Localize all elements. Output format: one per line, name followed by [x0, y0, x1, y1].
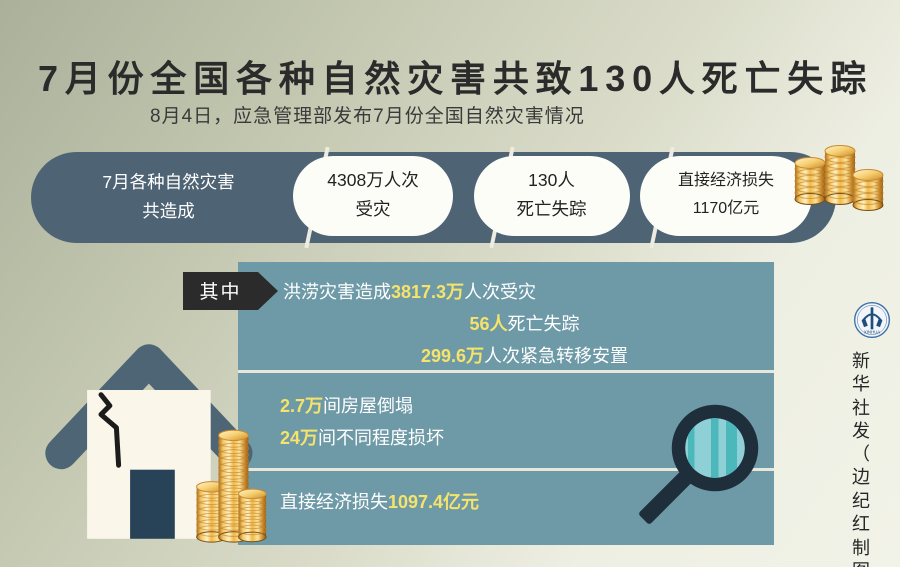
- svg-text:XINHUA: XINHUA: [864, 329, 880, 334]
